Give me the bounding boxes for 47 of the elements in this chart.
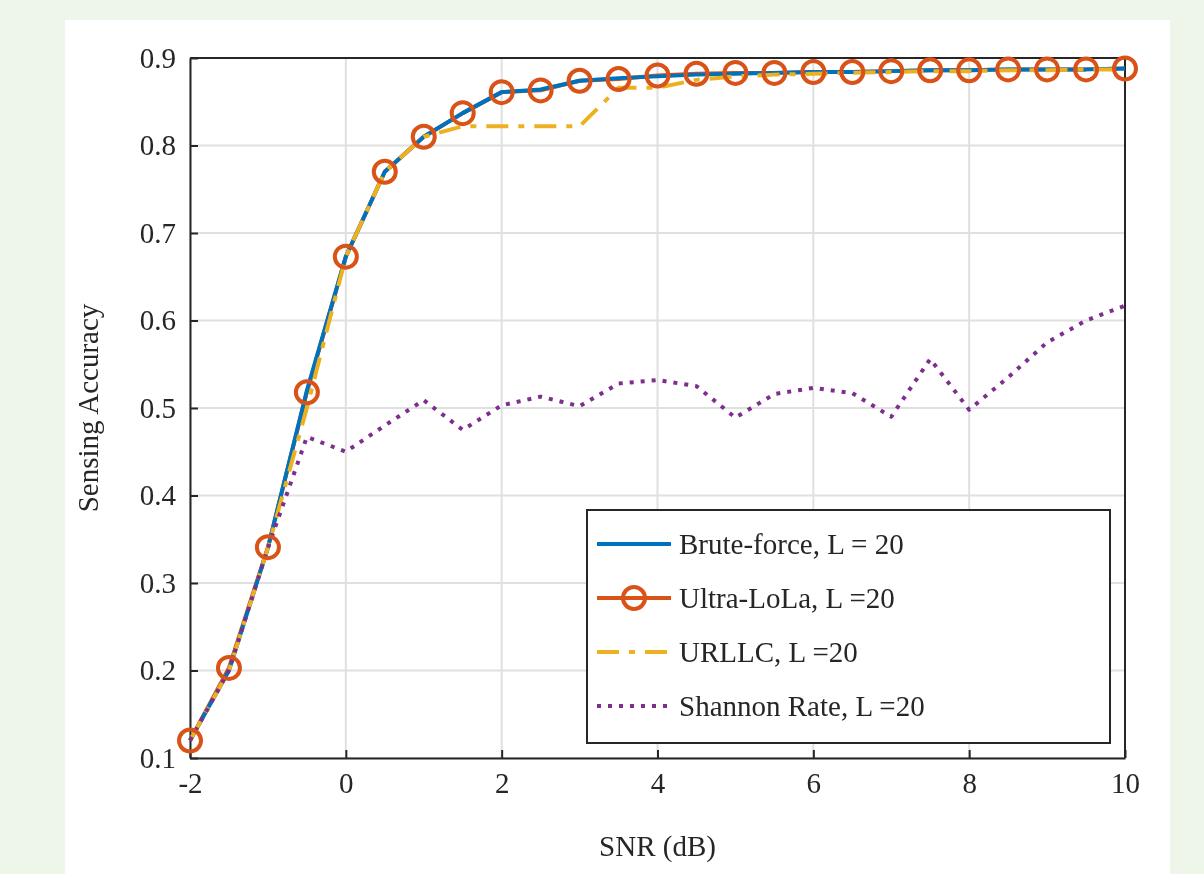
y-tick-label: 0.6 — [139, 304, 176, 337]
point — [449, 100, 476, 127]
point — [761, 59, 788, 86]
point — [683, 60, 710, 87]
point — [878, 58, 905, 85]
point — [995, 56, 1022, 83]
point — [917, 57, 944, 84]
point — [410, 123, 437, 150]
point — [1034, 56, 1061, 83]
y-tick-label: 0.2 — [139, 654, 176, 687]
point — [800, 59, 827, 85]
y-tick-label: 0.1 — [139, 741, 176, 774]
y-axis-title: Sensing Accuracy — [72, 303, 104, 513]
y-tick-label: 0.5 — [139, 391, 176, 424]
x-tick-label: 8 — [962, 766, 977, 799]
point — [644, 62, 671, 89]
point — [956, 57, 983, 84]
point — [332, 243, 359, 270]
x-tick-label: 6 — [806, 766, 822, 799]
x-tick-label: 4 — [650, 766, 666, 799]
point — [215, 654, 242, 681]
point — [722, 59, 749, 86]
point — [1073, 56, 1100, 83]
y-tick-label: 0.7 — [139, 216, 176, 249]
y-tick-label: 0.4 — [139, 479, 177, 512]
point — [488, 79, 515, 106]
point — [371, 158, 398, 185]
point — [839, 59, 866, 85]
legend-label: Shannon Rate, L =20 — [679, 690, 925, 722]
legend-label: Brute-force, L = 20 — [679, 528, 904, 560]
x-tick-label: -2 — [178, 766, 203, 799]
point — [177, 727, 203, 754]
point — [1112, 55, 1138, 82]
point — [527, 77, 554, 104]
y-tick-label: 0.8 — [139, 129, 176, 162]
legend-label: Ultra-LoLa, L =20 — [679, 582, 895, 614]
y-tick-label: 0.3 — [139, 566, 176, 599]
point — [293, 379, 320, 406]
point — [254, 534, 281, 561]
x-tick-label: 10 — [1111, 766, 1140, 799]
point — [605, 66, 632, 92]
x-tick-label: 0 — [339, 766, 354, 799]
x-axis-title: SNR (dB) — [599, 830, 716, 863]
point — [566, 67, 593, 94]
legend-label: URLLC, L =20 — [679, 636, 858, 668]
y-tick-label: 0.9 — [139, 41, 176, 74]
x-tick-label: 2 — [494, 766, 510, 799]
